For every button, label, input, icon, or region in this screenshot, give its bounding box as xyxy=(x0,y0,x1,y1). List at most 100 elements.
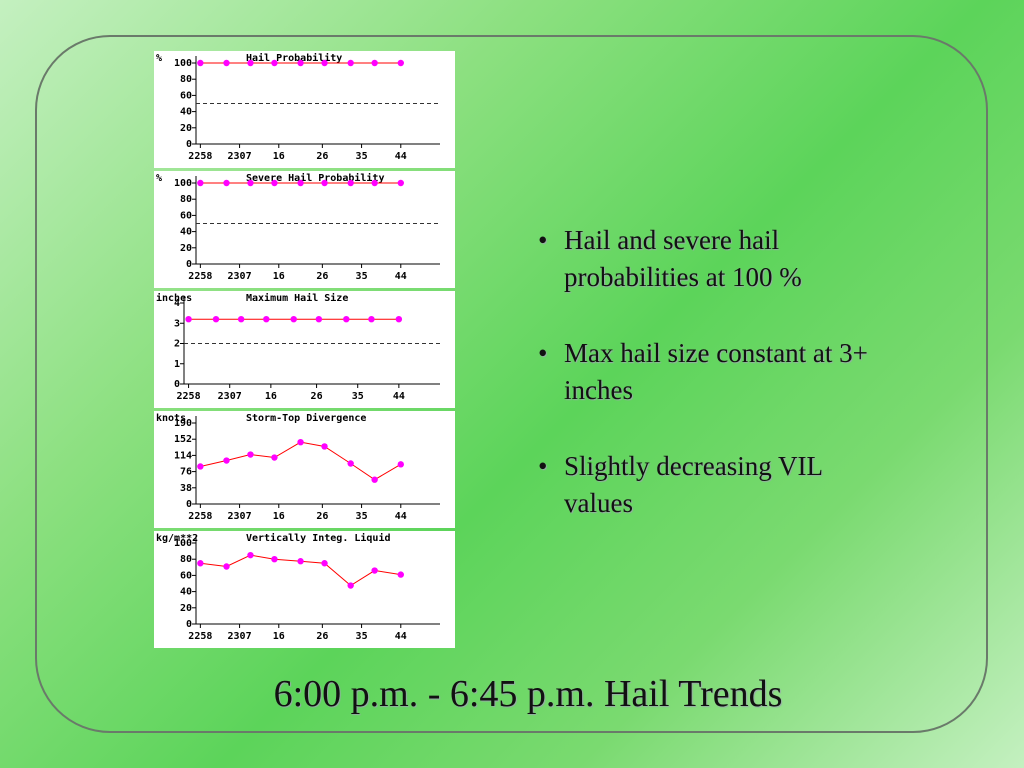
x-tick-label: 2307 xyxy=(218,391,242,402)
y-tick-label: 20 xyxy=(180,243,192,254)
y-tick-label: 0 xyxy=(186,139,192,150)
y-tick-label: 190 xyxy=(174,418,192,429)
data-point xyxy=(185,316,192,323)
data-point xyxy=(343,316,350,323)
chart-title: Storm-Top Divergence xyxy=(246,412,366,424)
bullet: Max hail size constant at 3+ inches xyxy=(538,335,888,409)
x-tick-label: 2307 xyxy=(228,271,252,282)
frame xyxy=(35,35,988,733)
data-point xyxy=(397,179,404,187)
x-tick-label: 2307 xyxy=(228,631,252,642)
y-tick-label: 80 xyxy=(180,554,192,565)
y-tick-label: 20 xyxy=(180,603,192,614)
chart-panel: Maximum Hail Size inches 0 1 2 3 4 2258 2307 16 26… xyxy=(154,291,455,408)
x-tick-label: 2258 xyxy=(188,511,212,522)
y-tick-label: 3 xyxy=(174,318,180,329)
data-point xyxy=(347,59,354,67)
panel-bg xyxy=(154,171,455,288)
data-point xyxy=(271,59,278,67)
data-point xyxy=(223,179,230,187)
x-tick-label: 26 xyxy=(316,511,328,522)
slide-title: 6:00 p.m. - 6:45 p.m. Hail Trends xyxy=(273,673,783,715)
y-tick-label: 152 xyxy=(174,434,192,445)
panel-bg xyxy=(154,51,455,168)
y-tick-label: 60 xyxy=(180,90,192,101)
y-tick-label: 0 xyxy=(174,379,180,390)
data-point xyxy=(321,443,328,450)
data-point xyxy=(237,316,245,323)
data-point xyxy=(395,316,403,323)
x-tick-label: 35 xyxy=(356,271,368,282)
x-tick-label: 16 xyxy=(273,271,285,282)
y-tick-label: 0 xyxy=(186,259,192,270)
x-tick-label: 44 xyxy=(395,151,407,162)
data-point xyxy=(223,59,230,67)
data-point xyxy=(368,316,375,323)
panel-bg xyxy=(154,291,455,408)
y-tick-label: 4 xyxy=(174,298,180,309)
x-tick-label: 2307 xyxy=(228,151,252,162)
chart-panel: Severe Hail Probability% 0 20 40 60 80 100 2258… xyxy=(154,171,455,288)
x-tick-label: 44 xyxy=(395,511,407,522)
data-point xyxy=(197,463,204,470)
chart-title: Maximum Hail Size xyxy=(246,292,348,304)
data-point xyxy=(321,560,328,567)
data-point xyxy=(321,179,328,187)
data-point xyxy=(347,582,354,589)
data-point xyxy=(247,179,254,187)
x-tick-label: 26 xyxy=(316,631,328,642)
y-tick-label: 114 xyxy=(174,450,192,461)
y-tick-label: 100 xyxy=(174,538,192,549)
x-tick-label: 2258 xyxy=(188,271,212,282)
data-point xyxy=(347,179,354,187)
y-tick-label: 40 xyxy=(180,227,192,238)
data-point xyxy=(290,316,297,323)
y-axis-label: % xyxy=(156,173,162,184)
data-point xyxy=(347,460,354,467)
y-axis-label: % xyxy=(156,53,162,64)
y-tick-label: 100 xyxy=(174,58,192,69)
data-point xyxy=(212,316,220,323)
data-point xyxy=(197,179,204,187)
data-point xyxy=(223,457,230,464)
x-tick-label: 26 xyxy=(316,151,328,162)
bullet: Hail and severe hail probabilities at 10… xyxy=(538,222,888,296)
y-tick-label: 76 xyxy=(180,467,192,478)
data-point xyxy=(371,567,378,574)
data-point xyxy=(271,179,278,187)
bullet-list: Hail and severe hail probabilities at 10… xyxy=(538,222,888,561)
data-point xyxy=(371,179,378,187)
x-tick-label: 26 xyxy=(311,391,323,402)
x-tick-label: 2258 xyxy=(188,151,212,162)
panel-bg xyxy=(154,531,455,648)
data-point xyxy=(197,59,204,67)
chart-title: Vertically Integ. Liquid xyxy=(246,532,391,544)
data-point xyxy=(371,59,378,67)
y-axis-label: inches xyxy=(156,292,192,304)
data-point xyxy=(297,438,304,446)
data-point xyxy=(297,59,304,67)
data-point xyxy=(271,556,278,563)
chart-title: Hail Probability xyxy=(246,52,342,64)
data-point xyxy=(197,560,204,567)
y-axis-label: kg/m**2 xyxy=(156,533,198,544)
y-tick-label: 38 xyxy=(180,483,192,494)
chart-panel: Storm-Top Divergence knots 0 38 76 114 152 190 2… xyxy=(154,411,455,528)
x-tick-label: 16 xyxy=(273,511,285,522)
data-point xyxy=(297,179,304,187)
chart-title: Severe Hail Probability xyxy=(246,172,384,184)
x-tick-label: 16 xyxy=(273,631,285,642)
y-tick-label: 80 xyxy=(180,74,192,85)
y-tick-label: 60 xyxy=(180,210,192,221)
y-tick-label: 100 xyxy=(174,178,192,189)
chart-panel: Vertically Integ. Liquid kg/m**2 0 20 40 60 80… xyxy=(154,531,455,648)
data-point xyxy=(297,558,304,565)
y-tick-label: 1 xyxy=(174,359,180,370)
data-point xyxy=(223,563,230,570)
x-tick-label: 35 xyxy=(356,151,368,162)
y-tick-label: 20 xyxy=(180,123,192,134)
y-tick-label: 40 xyxy=(180,107,192,118)
x-tick-label: 35 xyxy=(352,391,364,402)
